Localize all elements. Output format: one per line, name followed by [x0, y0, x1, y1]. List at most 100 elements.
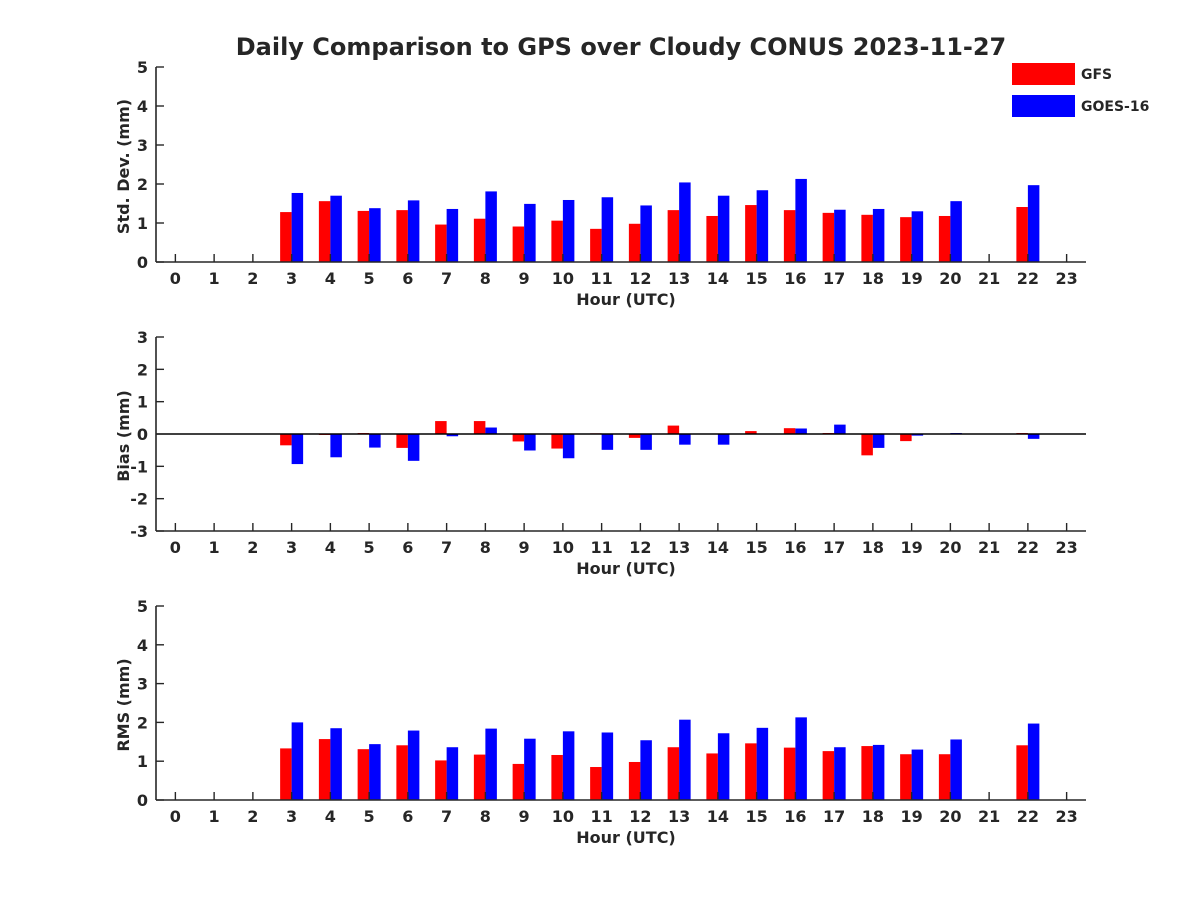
bar-goes-16-hour-14 [717, 195, 730, 262]
x-tick-label: 13 [668, 269, 690, 288]
y-axis-label: Bias (mm) [114, 390, 133, 482]
bar-gfs-hour-19 [900, 217, 912, 262]
bar-gfs-hour-16 [783, 210, 796, 262]
bar-goes-16-hour-11 [601, 732, 614, 800]
x-tick-label: 16 [784, 538, 806, 557]
x-tick-label: 18 [862, 269, 884, 288]
bar-goes-16-hour-9 [524, 738, 536, 800]
y-tick-label: -3 [130, 522, 148, 541]
bar-goes-16-hour-6 [407, 434, 420, 461]
bar-goes-16-hour-20 [950, 739, 962, 800]
bar-gfs-hour-11 [590, 767, 602, 800]
bar-gfs-hour-12 [628, 761, 641, 800]
bar-gfs-hour-4 [318, 201, 331, 262]
x-tick-label: 21 [978, 538, 1000, 557]
bar-goes-16-hour-14 [717, 434, 730, 445]
bar-goes-16-hour-3 [291, 722, 304, 800]
x-tick-label: 12 [629, 269, 651, 288]
bar-goes-16-hour-17 [834, 424, 846, 434]
bar-goes-16-hour-12 [640, 434, 652, 450]
bar-gfs-hour-4 [318, 739, 331, 800]
bar-goes-16-hour-4 [330, 434, 342, 458]
bar-goes-16-hour-5 [369, 434, 381, 448]
x-tick-label: 9 [519, 807, 530, 826]
x-tick-label: 15 [745, 538, 767, 557]
bar-gfs-hour-10 [551, 754, 563, 800]
y-tick-label: 1 [137, 393, 148, 412]
bar-goes-16-hour-8 [485, 427, 497, 434]
bar-gfs-hour-10 [551, 434, 563, 449]
x-tick-label: 22 [1017, 538, 1039, 557]
bar-goes-16-hour-6 [407, 730, 420, 800]
x-tick-label: 9 [519, 269, 530, 288]
bar-goes-16-hour-4 [330, 728, 342, 800]
figure-title: Daily Comparison to GPS over Cloudy CONU… [236, 33, 1007, 61]
legend-label: GOES-16 [1081, 99, 1149, 115]
x-tick-label: 7 [441, 807, 452, 826]
bar-gfs-hour-18 [861, 746, 873, 800]
bar-goes-16-hour-18 [872, 434, 885, 448]
bar-goes-16-hour-7 [446, 434, 459, 437]
x-tick-label: 17 [823, 538, 845, 557]
bar-goes-16-hour-16 [795, 428, 807, 434]
y-tick-label: 4 [137, 636, 148, 655]
x-tick-label: 3 [286, 538, 297, 557]
bar-gfs-hour-6 [396, 745, 408, 800]
bar-gfs-hour-3 [280, 434, 292, 446]
y-tick-label: 3 [137, 136, 148, 155]
bar-goes-16-hour-7 [446, 747, 459, 800]
bar-gfs-hour-9 [512, 226, 525, 262]
x-tick-label: 10 [552, 538, 574, 557]
x-tick-label: 8 [480, 807, 491, 826]
bar-goes-16-hour-22 [1027, 723, 1040, 800]
bar-gfs-hour-9 [512, 763, 525, 800]
x-tick-label: 6 [402, 807, 413, 826]
x-axis-label: Hour (UTC) [576, 290, 676, 309]
bar-gfs-hour-6 [396, 434, 408, 448]
y-tick-label: 1 [137, 214, 148, 233]
x-tick-label: 22 [1017, 269, 1039, 288]
bar-goes-16-hour-19 [911, 749, 924, 800]
bar-goes-16-hour-7 [446, 208, 459, 262]
bar-goes-16-hour-17 [834, 747, 846, 800]
bar-goes-16-hour-18 [872, 744, 885, 800]
bar-gfs-hour-16 [783, 747, 796, 800]
x-tick-label: 6 [402, 269, 413, 288]
x-tick-label: 10 [552, 807, 574, 826]
x-tick-label: 12 [629, 807, 651, 826]
x-tick-label: 2 [247, 269, 258, 288]
bar-goes-16-hour-13 [679, 719, 691, 800]
bar-gfs-hour-7 [435, 760, 447, 800]
x-tick-label: 14 [707, 538, 729, 557]
x-tick-label: 1 [209, 269, 220, 288]
bar-goes-16-hour-8 [485, 191, 497, 262]
bar-goes-16-hour-19 [911, 434, 924, 436]
x-tick-label: 3 [286, 269, 297, 288]
x-tick-label: 16 [784, 807, 806, 826]
bar-gfs-hour-8 [473, 754, 486, 800]
bar-gfs-hour-14 [706, 753, 718, 800]
x-tick-label: 2 [247, 538, 258, 557]
y-axis-label: RMS (mm) [114, 658, 133, 751]
bar-gfs-hour-18 [861, 214, 873, 262]
x-tick-label: 15 [745, 807, 767, 826]
x-tick-label: 0 [170, 269, 181, 288]
x-tick-label: 19 [900, 269, 922, 288]
x-tick-label: 4 [325, 538, 336, 557]
x-tick-label: 6 [402, 538, 413, 557]
x-tick-label: 13 [668, 807, 690, 826]
bar-gfs-hour-8 [473, 421, 486, 434]
bar-gfs-hour-11 [590, 228, 602, 262]
x-tick-label: 11 [590, 269, 612, 288]
x-tick-label: 8 [480, 538, 491, 557]
bar-gfs-hour-6 [396, 210, 408, 262]
bar-gfs-hour-20 [938, 754, 951, 800]
x-tick-label: 20 [939, 807, 961, 826]
bar-goes-16-hour-12 [640, 205, 652, 262]
x-tick-label: 1 [209, 807, 220, 826]
x-tick-label: 11 [590, 538, 612, 557]
x-tick-label: 10 [552, 269, 574, 288]
bar-gfs-hour-9 [512, 434, 525, 442]
